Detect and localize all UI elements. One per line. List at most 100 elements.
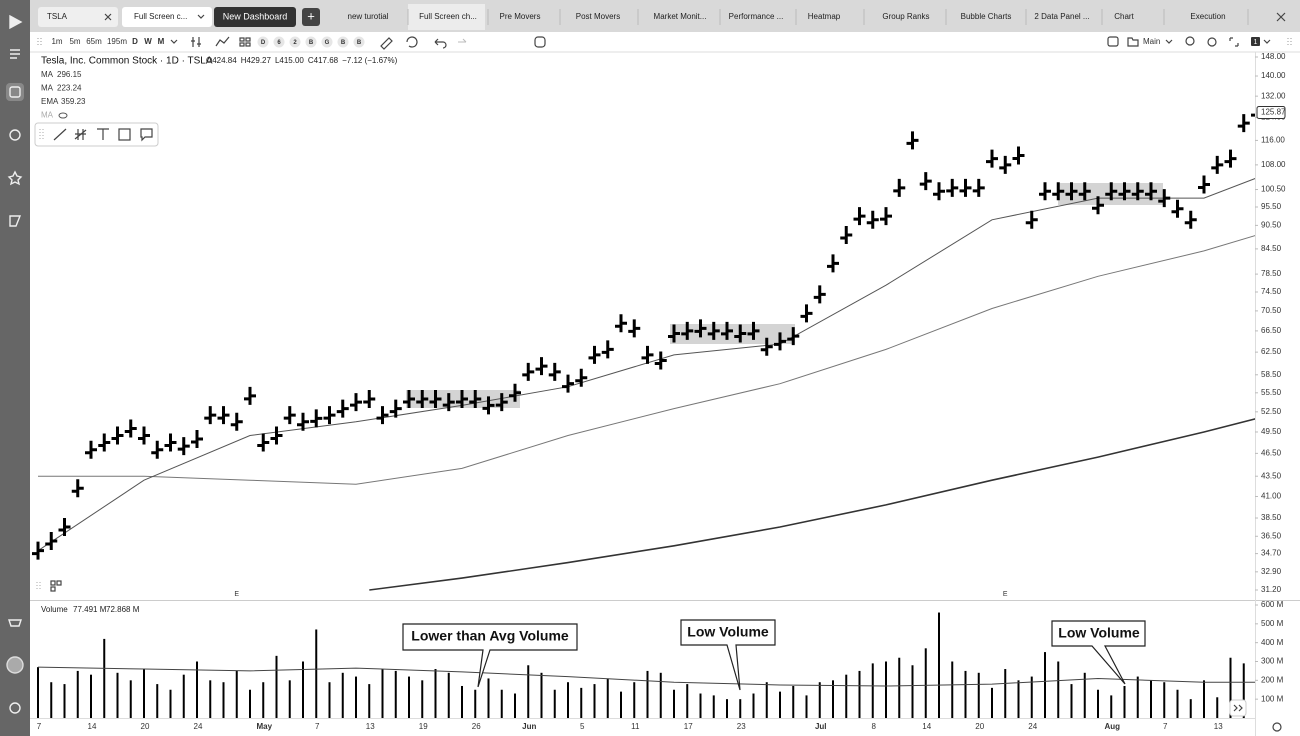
settings-icon[interactable]	[1207, 37, 1217, 47]
new-dashboard-button[interactable]	[214, 7, 296, 27]
hat-icon[interactable]	[8, 619, 22, 627]
comment-tool[interactable]	[140, 128, 153, 142]
volume-bar	[1110, 695, 1113, 718]
flag-icon[interactable]	[9, 215, 22, 227]
folder-icon[interactable]	[1127, 37, 1139, 47]
add-button[interactable]	[302, 8, 320, 26]
tab-label[interactable]: 2 Data Panel ...	[1034, 12, 1089, 21]
price-bar	[654, 351, 667, 370]
interval[interactable]: 65m	[86, 37, 102, 46]
volume-bar	[514, 693, 516, 718]
tab-label[interactable]: Pre Movers	[500, 12, 541, 21]
interval[interactable]: M	[158, 37, 165, 46]
tab-label[interactable]: Chart	[1114, 12, 1134, 21]
layout-icon[interactable]	[9, 86, 21, 98]
rect-tool[interactable]	[118, 128, 131, 141]
flag-badge[interactable]	[257, 36, 269, 48]
tab-label[interactable]: Bubble Charts	[961, 12, 1012, 21]
volume-pane	[37, 612, 1255, 718]
y-tick-label: 90.50	[1261, 221, 1282, 230]
tab-label[interactable]: Market Monit...	[654, 12, 707, 21]
indicator-icon[interactable]	[191, 37, 201, 47]
undo-icon[interactable]	[434, 38, 447, 49]
fullscreen-icon[interactable]	[1229, 37, 1239, 47]
volume-bar	[1057, 661, 1060, 718]
tab-label[interactable]: Performance ...	[729, 12, 784, 21]
indicator-name: EMA	[41, 97, 59, 106]
tab-label[interactable]: Post Movers	[576, 12, 620, 21]
chevron[interactable]	[170, 39, 178, 44]
draw-icon[interactable]	[380, 37, 393, 50]
fork-tool[interactable]	[74, 129, 87, 140]
layout-tab[interactable]	[122, 7, 212, 27]
flag-badge[interactable]	[353, 36, 365, 48]
tab-label[interactable]: Full Screen ch...	[419, 12, 477, 21]
interval[interactable]: D	[132, 37, 138, 46]
tab-items: new turotial Full Screen ch... Pre Movers P…	[348, 9, 1249, 25]
chevron[interactable]	[1165, 39, 1173, 44]
volume-bar	[567, 682, 569, 718]
interval[interactable]: 1m	[51, 37, 62, 46]
flag-badge[interactable]	[273, 36, 285, 48]
price-bar	[933, 182, 945, 201]
menu-icon[interactable]	[10, 49, 20, 59]
y-tick-label: 70.50	[1261, 306, 1282, 315]
search-icon[interactable]	[1185, 36, 1195, 46]
price-bar	[1105, 182, 1118, 201]
layout-icon[interactable]	[1107, 36, 1119, 47]
volume-bar	[686, 684, 689, 718]
close-icon[interactable]	[104, 13, 112, 21]
pane-tools-icon[interactable]	[50, 580, 56, 586]
tab-label[interactable]: new turotial	[348, 12, 389, 21]
snapshot-icon[interactable]	[534, 36, 546, 48]
flag-badge[interactable]	[337, 36, 349, 48]
interval[interactable]: W	[144, 37, 152, 46]
scroll-button[interactable]	[1229, 699, 1247, 717]
price-bar	[747, 321, 760, 340]
tab-label[interactable]: Execution	[1190, 12, 1225, 21]
axis-settings[interactable]	[1272, 722, 1282, 732]
tab-label[interactable]: Group Ranks	[882, 12, 929, 21]
line-tool[interactable]	[53, 128, 67, 141]
chevron[interactable]	[1263, 39, 1271, 44]
y-tick-label: 116.00	[1261, 136, 1285, 145]
volume-bar	[1189, 699, 1192, 718]
price-bar	[694, 319, 707, 338]
refresh-icon[interactable]	[406, 36, 418, 48]
callout-box	[402, 623, 578, 688]
flag-badge[interactable]	[321, 36, 333, 48]
sidebar-icons[interactable]	[6, 14, 24, 714]
volume-bar	[580, 687, 583, 718]
price-bar	[641, 345, 654, 364]
price-bar	[124, 419, 137, 438]
panel-count-box[interactable]	[1251, 37, 1260, 46]
volume-bar	[394, 670, 397, 718]
y-tick-label: 66.50	[1261, 326, 1282, 335]
text-tool[interactable]	[97, 128, 109, 140]
x-tick-label: 17	[684, 722, 693, 731]
watch-icon[interactable]	[9, 129, 21, 141]
volume-bar	[381, 669, 384, 718]
interval[interactable]: 195m	[107, 37, 127, 46]
flag-badge[interactable]	[305, 36, 317, 48]
volume-bar	[620, 691, 622, 718]
star-icon[interactable]	[7, 170, 23, 186]
hidden-icon[interactable]	[58, 112, 68, 119]
flag-badge[interactable]	[289, 36, 301, 48]
close-window[interactable]	[1276, 12, 1286, 22]
avatar[interactable]	[6, 656, 24, 674]
toolbar: Main 1 1m 5m 65m 195m D W M D 6 2 B G B B	[37, 36, 1292, 50]
interval[interactable]: 5m	[69, 37, 80, 46]
tab-label[interactable]: Heatmap	[808, 12, 841, 21]
volume-bar	[1150, 680, 1152, 718]
help-icon[interactable]	[9, 702, 21, 714]
grid-icon[interactable]	[239, 37, 245, 42]
symbol-tab[interactable]	[38, 7, 118, 27]
volume-bar	[434, 669, 437, 718]
redo-icon[interactable]	[458, 38, 467, 43]
y-tick-label: 31.20	[1261, 585, 1282, 594]
x-tick-label: May	[256, 722, 272, 731]
chart-type-icon[interactable]	[215, 36, 230, 47]
pane-label[interactable]: Main	[1143, 37, 1160, 46]
